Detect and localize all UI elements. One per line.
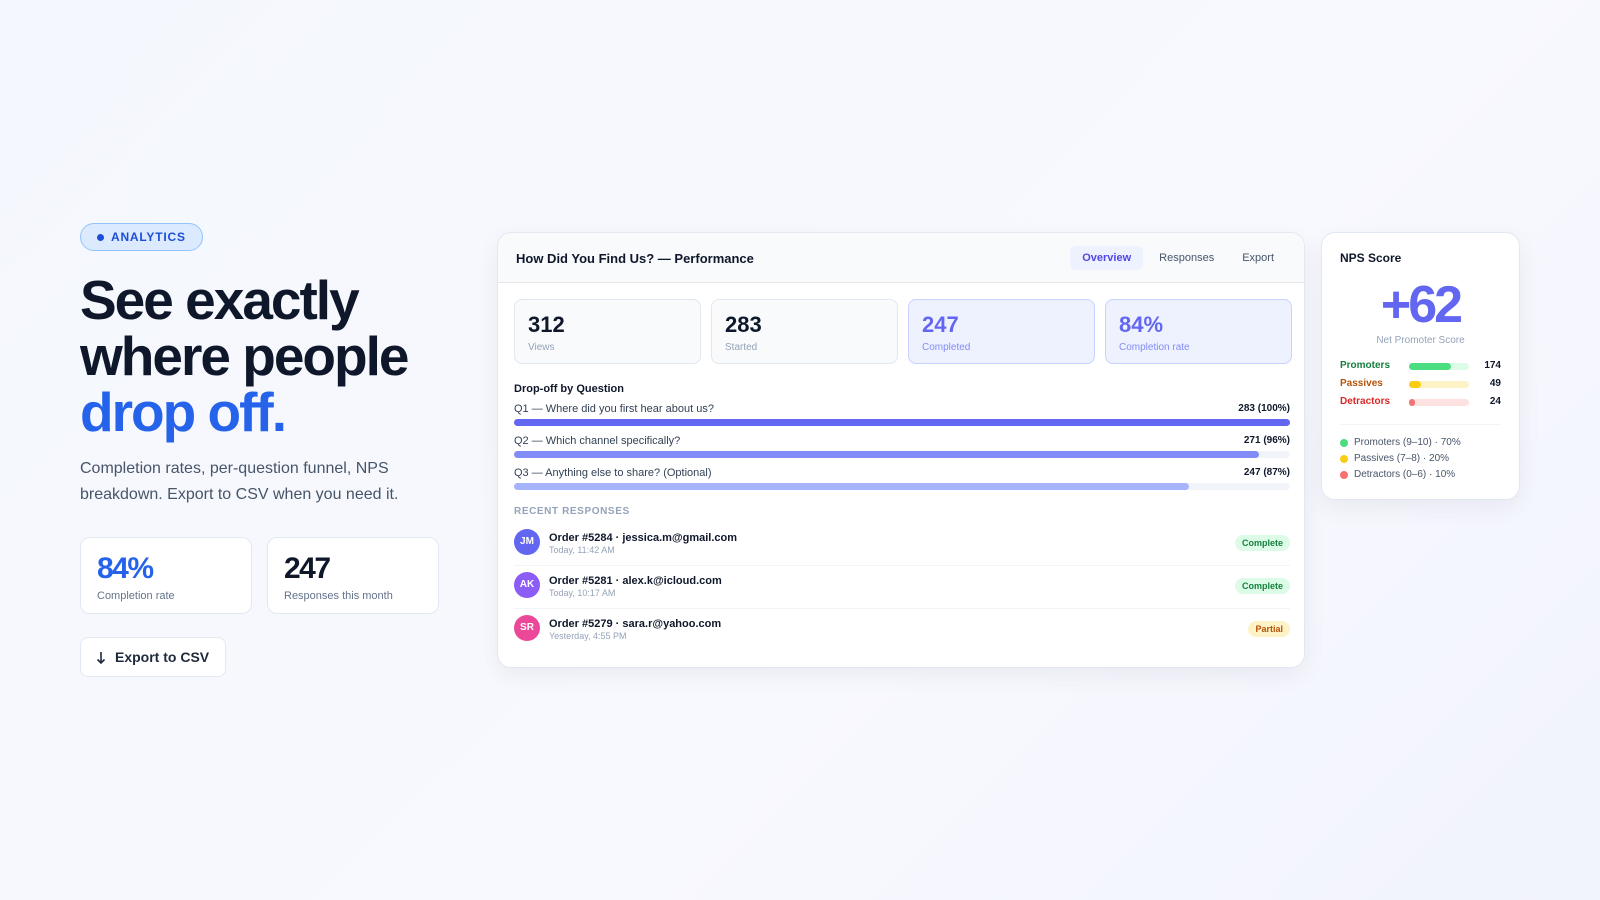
stat-value: 247 — [284, 552, 331, 585]
nps-value: 174 — [1484, 360, 1501, 371]
section-title: RECENT RESPONSES — [514, 506, 630, 517]
download-icon — [96, 652, 106, 665]
bar — [514, 451, 1259, 458]
nps-score: +62 — [1380, 276, 1463, 334]
response-row[interactable]: SR Order #5279 · sara.r@yahoo.com Yesterda… — [514, 609, 1290, 652]
tab[interactable]: Responses — [1159, 252, 1215, 264]
bar-track — [514, 483, 1290, 490]
bar-track — [514, 419, 1290, 426]
response-time: Today, 10:17 AM — [549, 588, 616, 598]
bar-track — [1409, 399, 1469, 406]
question-value: 271 (96%) — [1243, 435, 1290, 446]
kpi-value: 312 — [528, 312, 565, 337]
legend-dot — [1340, 471, 1348, 479]
tab[interactable]: Overview — [1070, 246, 1144, 270]
status-pill: Complete — [1234, 578, 1290, 594]
question-row: Q2 — Which channel specifically? 271 (96%… — [514, 435, 1290, 458]
kpi-label: Completed — [922, 342, 971, 353]
nps-card: NPS Score +62 Net Promoter Score Promote… — [1321, 232, 1520, 500]
status-pill: Complete — [1234, 535, 1290, 551]
description: Completion rates, per-question funnel, N… — [80, 460, 399, 503]
legend-dot — [1340, 439, 1348, 447]
bar-track — [1409, 363, 1469, 370]
stat-label: Completion rate — [97, 590, 175, 602]
kpi-label: Completion rate — [1119, 342, 1190, 353]
title-highlight: drop off. — [80, 381, 287, 443]
kpi-card: 283 Started — [711, 299, 898, 364]
dashboard-title: How Did You Find Us? — Performance — [516, 251, 754, 266]
bar — [514, 419, 1290, 426]
nps-label: Promoters — [1340, 360, 1391, 371]
question-label: Q2 — Which channel specifically? — [514, 435, 681, 447]
button-label: Export to CSV — [115, 649, 210, 665]
nps-row: Promoters 174 — [1340, 360, 1501, 378]
response-time: Yesterday, 4:55 PM — [549, 631, 627, 641]
kpi-value: 283 — [725, 312, 762, 337]
response-title: Order #5284 · jessica.m@gmail.com — [549, 532, 738, 544]
legend-item: Detractors (0–6) · 10% — [1340, 469, 1501, 485]
nps-label: Passives — [1340, 378, 1383, 389]
kpi-card: 247 Completed — [908, 299, 1095, 364]
kpi-label: Started — [725, 342, 758, 353]
response-time: Today, 11:42 AM — [549, 545, 615, 555]
stat-card: 84% Completion rate — [80, 537, 252, 614]
bar — [514, 483, 1190, 490]
bar-track — [1409, 381, 1469, 388]
title-line: where people — [80, 325, 409, 387]
tabs: Overview Responses Export — [1070, 246, 1286, 270]
bar-track — [514, 451, 1290, 458]
status-pill: Partial — [1248, 621, 1290, 637]
nps-value: 49 — [1489, 378, 1501, 389]
kpi-card: 312 Views — [514, 299, 701, 364]
legend-dot — [1340, 455, 1348, 463]
nps-label: Detractors — [1340, 396, 1391, 407]
avatar: SR — [514, 615, 540, 641]
title-line: See exactly — [80, 269, 360, 331]
response-row[interactable]: AK Order #5281 · alex.k@icloud.com Today, … — [514, 566, 1290, 609]
nps-title: NPS Score — [1340, 251, 1402, 265]
bar — [1409, 399, 1415, 406]
avatar: AK — [514, 572, 540, 598]
section-title: Drop-off by Question — [514, 383, 624, 395]
nps-caption: Net Promoter Score — [1376, 335, 1465, 346]
stat-card: 247 Responses this month — [267, 537, 439, 614]
response-title: Order #5281 · alex.k@icloud.com — [549, 575, 722, 587]
response-title: Order #5279 · sara.r@yahoo.com — [549, 618, 722, 630]
question-label: Q1 — Where did you first hear about us? — [514, 403, 714, 415]
question-row: Q1 — Where did you first hear about us? 2… — [514, 403, 1290, 426]
stat-value: 84% — [97, 552, 154, 585]
legend-item: Passives (7–8) · 20% — [1340, 453, 1501, 469]
nps-breakdown: Promoters 174 Passives 49 Detractors 24 — [1340, 360, 1501, 425]
nps-row: Detractors 24 — [1340, 396, 1501, 414]
badge: ANALYTICS — [80, 223, 203, 251]
kpi-value: 84% — [1119, 312, 1164, 337]
question-row: Q3 — Anything else to share? (Optional) 2… — [514, 467, 1290, 490]
hero-title: See exactly where people drop off. — [80, 269, 409, 443]
dashboard-header: How Did You Find Us? — Performance Overv… — [498, 233, 1304, 283]
kpi-value: 247 — [922, 312, 959, 337]
kpi-card: 84% Completion rate — [1105, 299, 1292, 364]
response-row[interactable]: JM Order #5284 · jessica.m@gmail.com Today… — [514, 523, 1290, 566]
legend-item: Promoters (9–10) · 70% — [1340, 437, 1501, 453]
nps-row: Passives 49 — [1340, 378, 1501, 396]
tab[interactable]: Export — [1242, 252, 1274, 264]
bar — [1409, 363, 1452, 370]
bar — [1409, 381, 1421, 388]
dashboard: How Did You Find Us? — Performance Overv… — [497, 232, 1305, 668]
stat-label: Responses this month — [284, 590, 393, 602]
question-value: 247 (87%) — [1243, 467, 1290, 478]
export-button[interactable]: Export to CSV — [80, 637, 227, 677]
kpi-label: Views — [528, 342, 555, 353]
question-label: Q3 — Anything else to share? (Optional) — [514, 467, 712, 479]
nps-legend: Promoters (9–10) · 70% Passives (7–8) · 2… — [1340, 437, 1501, 485]
avatar: JM — [514, 529, 540, 555]
nps-value: 24 — [1489, 396, 1501, 407]
question-value: 283 (100%) — [1238, 403, 1290, 414]
